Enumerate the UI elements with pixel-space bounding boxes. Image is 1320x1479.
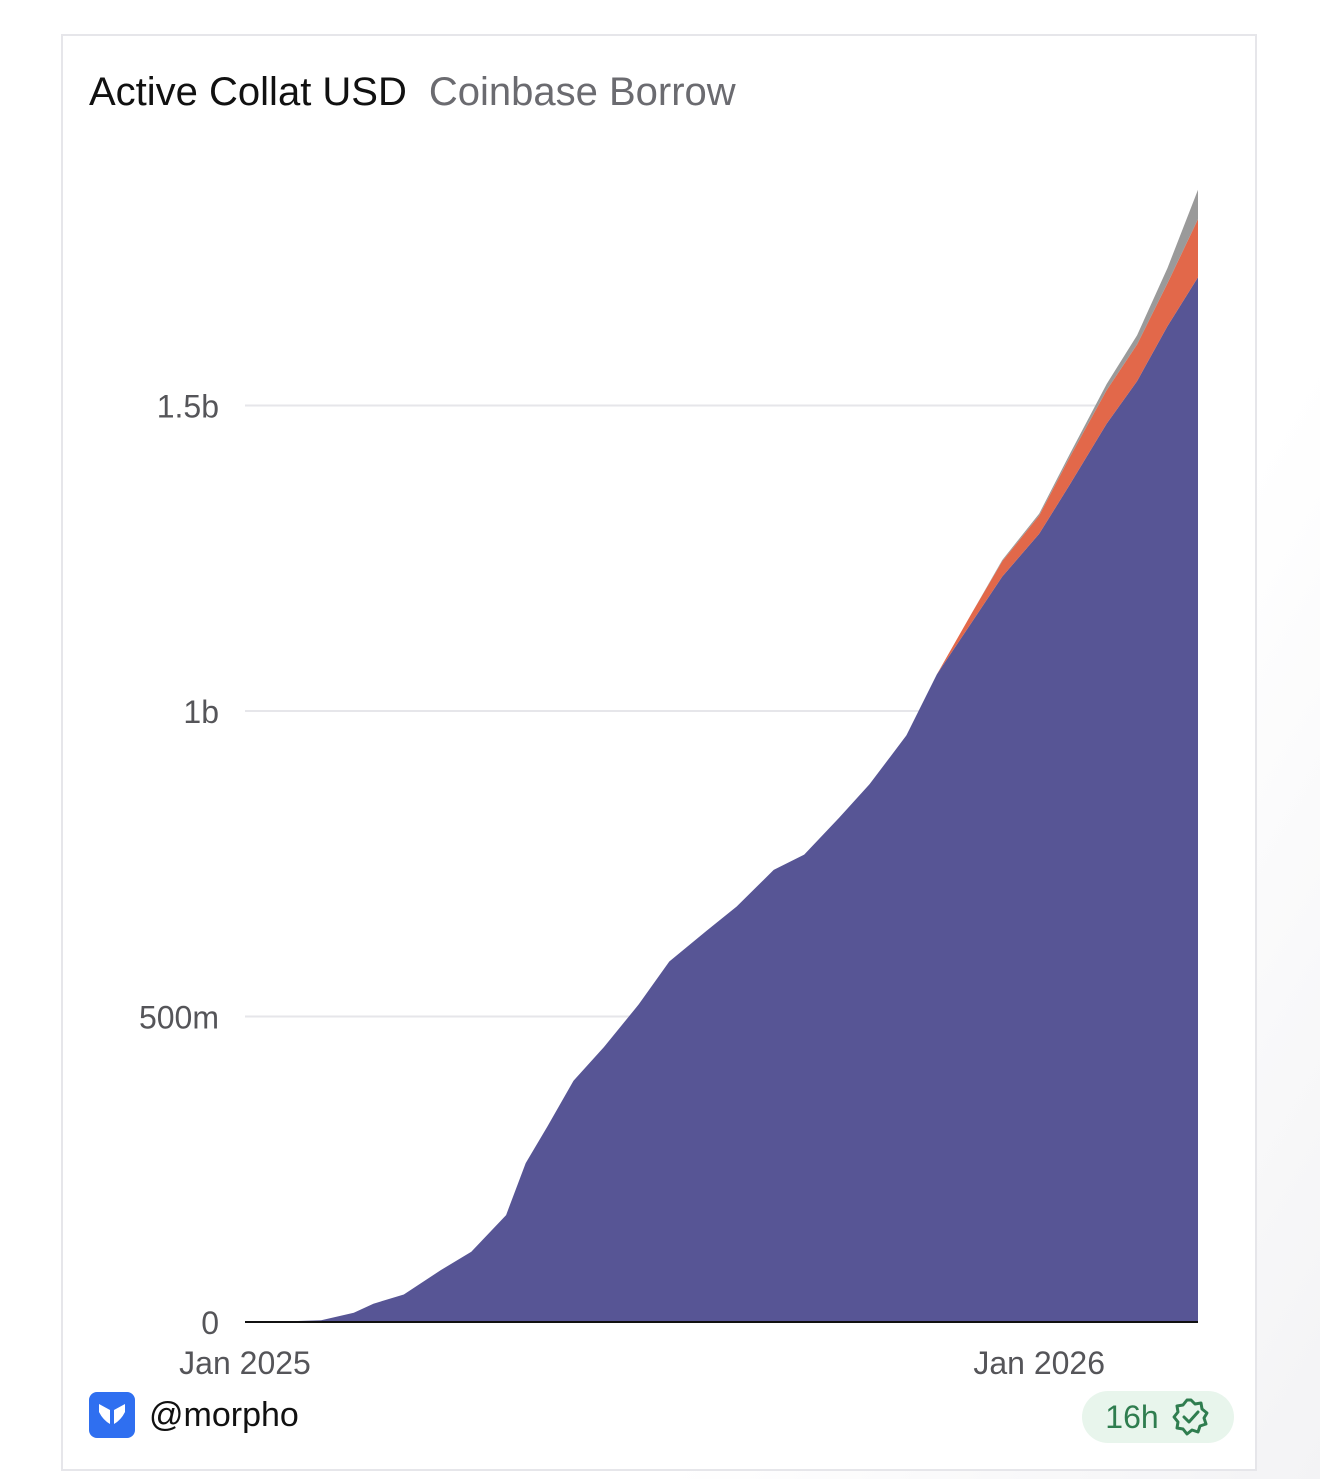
x-tick-label: Jan 2026 [973, 1345, 1105, 1381]
freshness-badge[interactable]: 16h [1082, 1391, 1234, 1443]
y-tick-labels: 0 500m 1b 1.5b [139, 389, 219, 1342]
chart-title: Active Collat USD Coinbase Borrow [89, 68, 736, 116]
x-tick-label: Jan 2025 [179, 1345, 311, 1381]
verified-check-icon [1172, 1398, 1209, 1436]
chart-title-main: Active Collat USD [89, 70, 407, 114]
morpho-butterfly-icon [89, 1392, 135, 1438]
area-series [245, 189, 1198, 1323]
y-tick-label: 1.5b [157, 389, 219, 425]
chart-card: Active Collat USD Coinbase Borrow 0 500m 1b… [61, 34, 1257, 1471]
chart-subtitle: Coinbase Borrow [428, 70, 736, 114]
source-handle[interactable]: @morpho [149, 1395, 299, 1434]
x-tick-labels: Jan 2025 Jan 2026 [179, 1345, 1105, 1381]
freshness-label: 16h [1105, 1398, 1159, 1435]
y-tick-label: 500m [139, 1000, 219, 1036]
y-tick-label: 1b [183, 694, 219, 730]
area-series-primary [245, 277, 1198, 1323]
y-tick-label: 0 [201, 1305, 219, 1341]
source-attribution: @morpho [89, 1392, 299, 1438]
area-chart: 0 500m 1b 1.5b Jan 2025 Jan 2026 [139, 189, 1198, 1381]
